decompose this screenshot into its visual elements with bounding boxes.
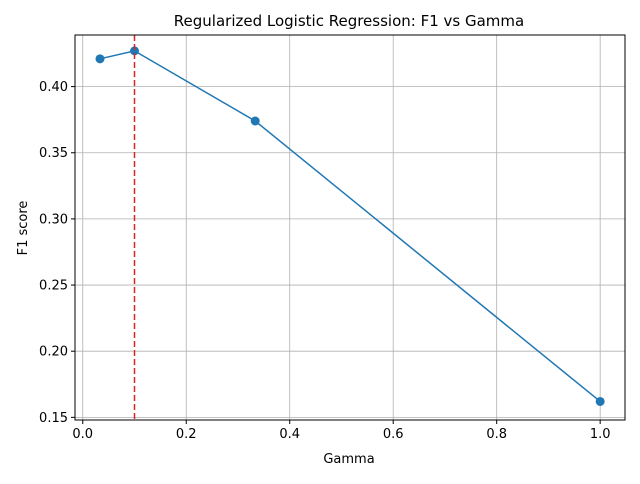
x-tick-label: 1.0 xyxy=(590,427,611,442)
x-axis-ticks: 0.0 0.2 0.4 0.6 0.8 1.0 xyxy=(72,420,611,442)
x-tick-label: 0.2 xyxy=(176,427,197,442)
x-tick-label: 0.4 xyxy=(279,427,300,442)
y-tick-label: 0.30 xyxy=(39,212,68,227)
plot-marks xyxy=(95,35,605,420)
x-axis-label: Gamma xyxy=(323,452,374,467)
plot-frame xyxy=(74,34,626,421)
y-axis-label: F1 score xyxy=(16,201,31,256)
y-tick-label: 0.25 xyxy=(39,279,68,294)
data-point xyxy=(130,46,140,56)
y-axis-ticks: 0.15 0.20 0.25 0.30 0.35 0.40 xyxy=(39,80,75,426)
chart-title: Regularized Logistic Regression: F1 vs G… xyxy=(174,12,524,30)
data-point xyxy=(95,54,105,64)
y-tick-label: 0.35 xyxy=(39,146,68,161)
y-tick-label: 0.15 xyxy=(39,411,68,426)
grid xyxy=(75,35,625,420)
series-line xyxy=(99,50,601,403)
y-tick-label: 0.40 xyxy=(39,80,68,95)
x-tick-label: 0.0 xyxy=(72,427,93,442)
data-point xyxy=(250,116,260,126)
y-tick-label: 0.20 xyxy=(39,345,68,360)
x-tick-label: 0.8 xyxy=(486,427,507,442)
data-point xyxy=(595,396,605,406)
x-tick-label: 0.6 xyxy=(383,427,404,442)
